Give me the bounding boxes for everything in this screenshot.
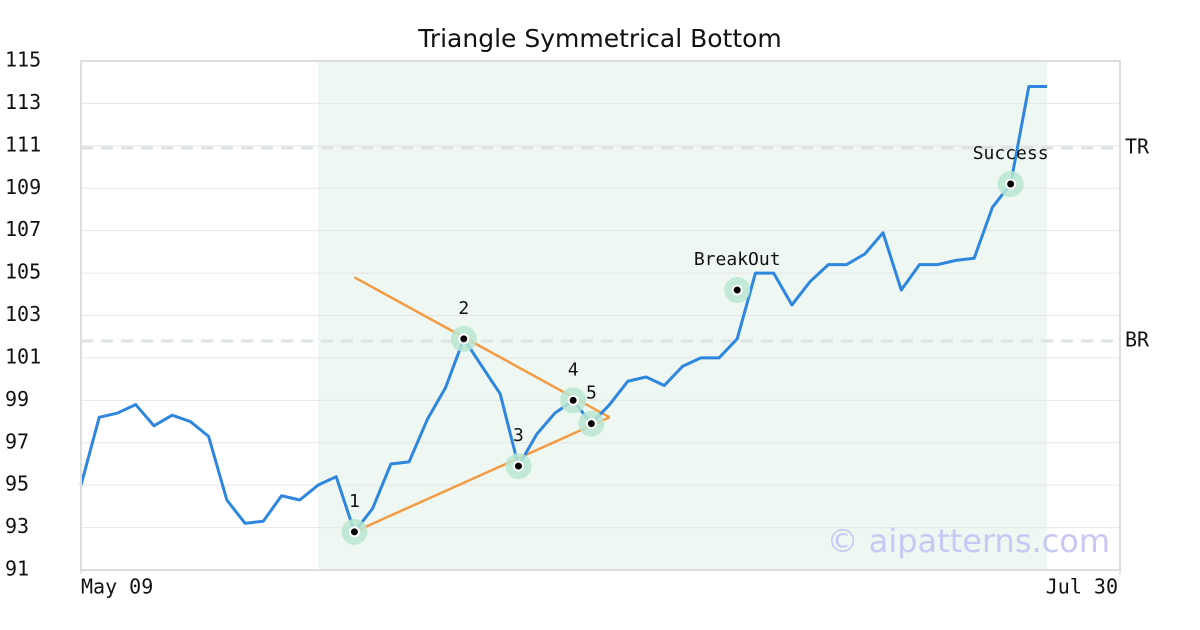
y-tick-label: 95 <box>5 472 29 496</box>
point-label: BreakOut <box>694 249 781 270</box>
point-label: 3 <box>513 425 524 446</box>
x-tick-label: Jul 30 <box>1046 575 1118 599</box>
point-dot <box>458 333 470 345</box>
y-tick-label: 99 <box>5 387 29 411</box>
point-dot <box>1005 178 1017 190</box>
point-dot <box>731 284 743 296</box>
y-tick-label: 111 <box>5 132 41 156</box>
y-tick-label: 107 <box>5 217 41 241</box>
point-dot <box>512 460 524 472</box>
point-label: Success <box>973 143 1049 164</box>
y-tick-label: 115 <box>5 48 41 72</box>
y-tick-label: 109 <box>5 175 41 199</box>
level-label: TR <box>1125 134 1150 158</box>
plot-frame <box>80 60 1121 571</box>
point-dot <box>348 526 360 538</box>
point-label: 1 <box>349 491 360 512</box>
point-label: 2 <box>458 298 469 319</box>
watermark: © aipatterns.com <box>827 522 1110 560</box>
y-tick-label: 97 <box>5 429 29 453</box>
x-tick-label: May 09 <box>81 575 153 599</box>
point-dot <box>585 418 597 430</box>
level-label: BR <box>1125 327 1150 351</box>
y-tick-label: 93 <box>5 514 29 538</box>
chart-title: Triangle Symmetrical Bottom <box>417 24 782 53</box>
point-dot <box>567 394 579 406</box>
trend-line <box>353 416 611 533</box>
point-label: 4 <box>568 359 579 380</box>
y-tick-label: 105 <box>5 260 41 284</box>
y-tick-label: 101 <box>5 344 41 368</box>
y-tick-label: 103 <box>5 302 41 326</box>
y-tick-label: 91 <box>5 557 29 581</box>
point-label: 5 <box>586 383 597 404</box>
y-tick-label: 113 <box>5 90 41 114</box>
